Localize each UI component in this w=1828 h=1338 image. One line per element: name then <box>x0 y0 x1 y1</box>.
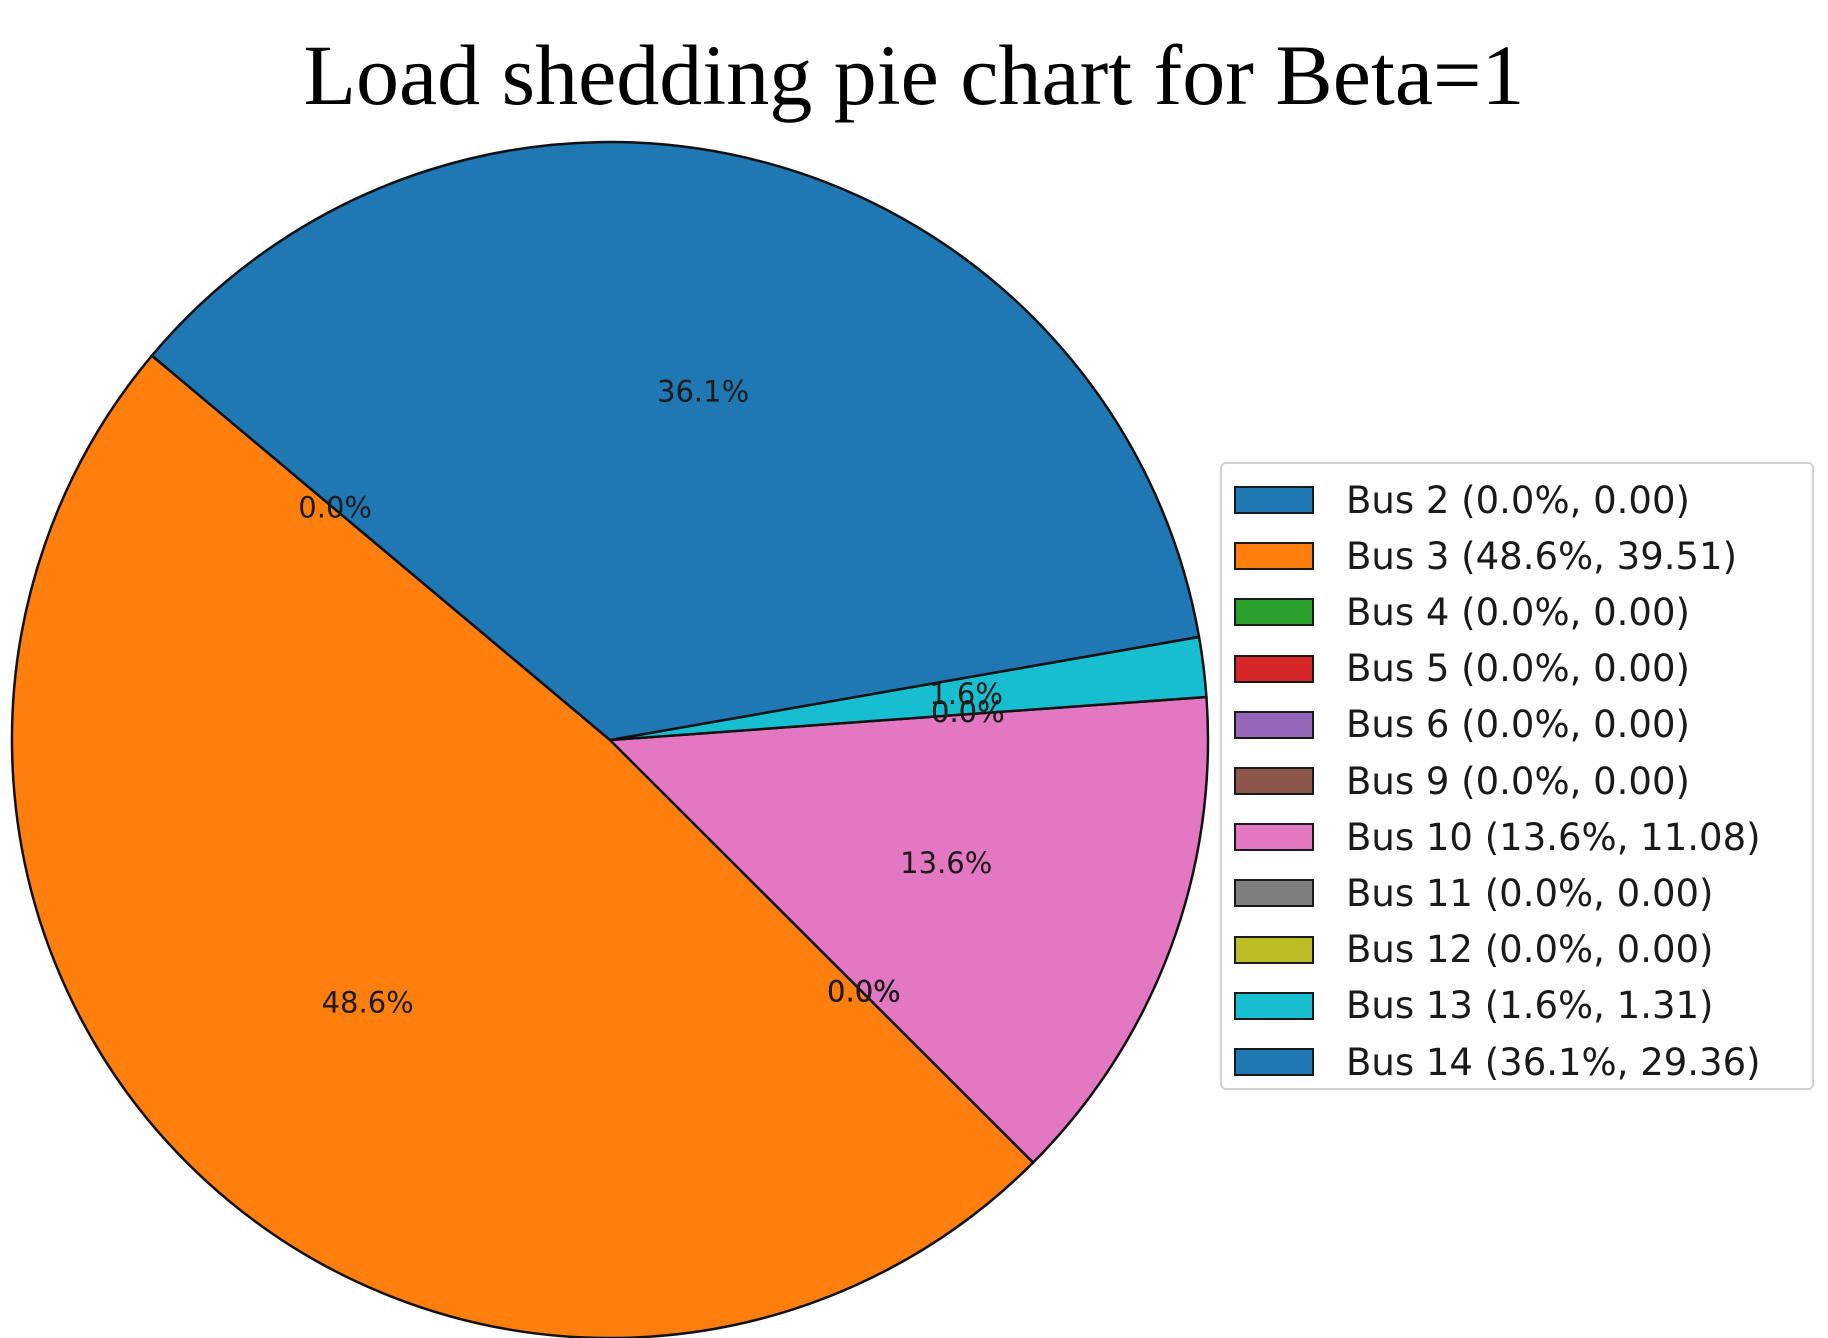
slice-bus-10 <box>608 695 1210 1164</box>
legend-item-bus-10: Bus 10 (13.6%, 11.08) <box>1234 815 1761 859</box>
legend-label: Bus 5 (0.0%, 0.00) <box>1346 647 1690 691</box>
slice-label-bus-14: 36.1% <box>657 374 749 408</box>
slice-label-bus-4: 0.0% <box>827 975 901 1009</box>
legend: Bus 2 (0.0%, 0.00) Bus 3 (48.6%, 39.51) Bu… <box>1220 462 1814 1090</box>
legend-item-bus-14: Bus 14 (36.1%, 29.36) <box>1234 1040 1761 1084</box>
legend-label: Bus 10 (13.6%, 11.08) <box>1346 815 1761 859</box>
pie-slice-labels: 0.0%48.6% 0.0%0.0%0.0%0.0%13.6%0.0%0.0%1.… <box>298 374 1004 1019</box>
slice-label-bus-5: 0.0% <box>827 975 901 1009</box>
slice-label-bus-12: 0.0% <box>931 695 1005 729</box>
legend-swatch <box>1234 598 1314 627</box>
legend-swatch <box>1234 542 1314 571</box>
legend-swatch <box>1234 823 1314 852</box>
slice-label-bus-6: 0.0% <box>827 975 901 1009</box>
pie-slices <box>10 140 1210 1338</box>
legend-label: Bus 9 (0.0%, 0.00) <box>1346 759 1690 803</box>
legend-item-bus-6: Bus 6 (0.0%, 0.00) <box>1234 703 1690 747</box>
legend-swatch <box>1234 1048 1314 1076</box>
legend-swatch <box>1234 879 1314 908</box>
slice-label-bus-13: 1.6% <box>929 677 1003 711</box>
legend-label: Bus 13 (1.6%, 1.31) <box>1346 984 1714 1028</box>
legend-label: Bus 6 (0.0%, 0.00) <box>1346 703 1690 747</box>
legend-label: Bus 2 (0.0%, 0.00) <box>1346 478 1690 522</box>
legend-item-bus-12: Bus 12 (0.0%, 0.00) <box>1234 928 1714 972</box>
chart-title: Load shedding pie chart for Beta=1 <box>303 27 1525 123</box>
legend-item-bus-13: Bus 13 (1.6%, 1.31) <box>1234 984 1714 1028</box>
legend-item-bus-5: Bus 5 (0.0%, 0.00) <box>1234 647 1690 691</box>
legend-item-bus-9: Bus 9 (0.0%, 0.00) <box>1234 759 1690 803</box>
legend-swatch <box>1234 710 1314 739</box>
legend-swatch <box>1234 991 1314 1020</box>
legend-swatch <box>1234 935 1314 964</box>
slice-label-bus-9: 0.0% <box>827 975 901 1009</box>
legend-label: Bus 4 (0.0%, 0.00) <box>1346 590 1690 634</box>
legend-item-bus-2: Bus 2 (0.0%, 0.00) <box>1234 478 1690 522</box>
slice-bus-3 <box>10 354 1035 1338</box>
slice-label-bus-10: 13.6% <box>900 846 992 880</box>
slice-label-bus-2: 0.0% <box>298 490 372 524</box>
legend-swatch <box>1234 767 1314 795</box>
legend-item-bus-4: Bus 4 (0.0%, 0.00) <box>1234 590 1690 634</box>
legend-swatch <box>1234 654 1314 683</box>
legend-label: Bus 14 (36.1%, 29.36) <box>1346 1040 1761 1084</box>
legend-label: Bus 3 (48.6%, 39.51) <box>1346 534 1738 578</box>
slice-bus-14 <box>150 140 1201 742</box>
legend-item-bus-11: Bus 11 (0.0%, 0.00) <box>1234 871 1714 915</box>
slice-label-bus-11: 0.0% <box>931 695 1005 729</box>
legend-item-bus-3: Bus 3 (48.6%, 39.51) <box>1234 534 1737 578</box>
legend-swatch <box>1234 486 1314 514</box>
slice-label-bus-3: 48.6% <box>322 986 414 1020</box>
legend-label: Bus 11 (0.0%, 0.00) <box>1346 871 1714 915</box>
legend-label: Bus 12 (0.0%, 0.00) <box>1346 928 1714 972</box>
